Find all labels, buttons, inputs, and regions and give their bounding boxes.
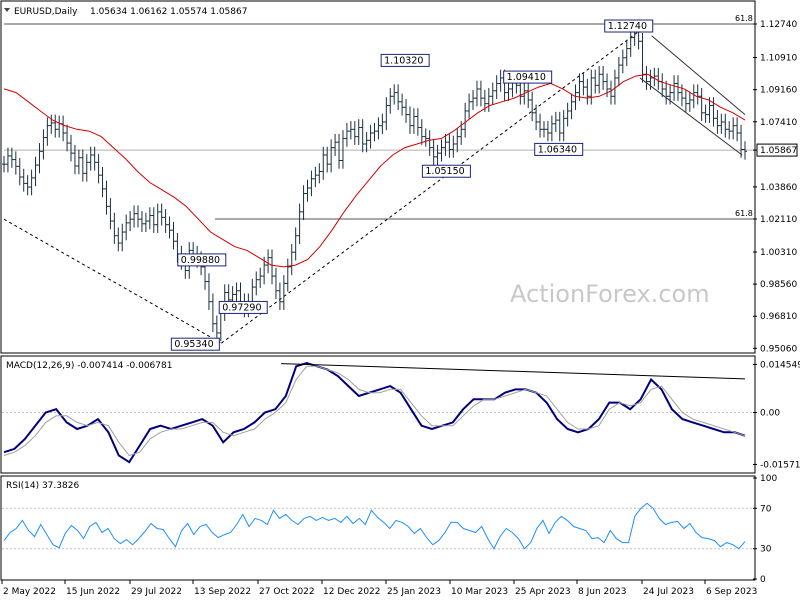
date-tick-label: 8 Jun 2023 xyxy=(578,587,626,597)
price-layer: 61.8 61.8 0.95340 0.99880 0.97290 1.10320 1.05… xyxy=(2,14,754,351)
price-tick-label: 1.03860 xyxy=(760,183,797,193)
price-annotation-label: 1.06340 xyxy=(538,144,577,155)
macd-panel xyxy=(0,355,756,474)
date-tick-label: 13 Sep 2022 xyxy=(194,587,251,597)
date-tick-label: 10 Mar 2023 xyxy=(451,587,508,597)
rsi-layer xyxy=(2,502,754,550)
rsi-tick-label: 70 xyxy=(760,504,772,514)
price-annotation-label: 1.05150 xyxy=(425,166,464,177)
ohlc-label: 1.05634 1.06162 1.05574 1.05867 xyxy=(90,7,247,17)
rsi-tick-label: 0 xyxy=(760,575,766,585)
fib-level-label: 61.8 xyxy=(735,14,753,23)
axis-layer: 1.12740 1.10910 1.09160 1.07410 1.05867 1.038… xyxy=(1,20,800,597)
macd-line xyxy=(3,361,746,464)
price-tick-label: 1.05867 xyxy=(760,146,797,156)
symbol-label: EURUSD,Daily xyxy=(14,7,78,17)
price-annotation-label: 0.97290 xyxy=(222,302,261,313)
price-annotation-box xyxy=(604,19,654,33)
macd-header-label: MACD(12,26,9) -0.007414 -0.006781 xyxy=(6,361,172,371)
price-tick-label: 1.02110 xyxy=(760,215,797,225)
rsi-tick-label: 30 xyxy=(760,545,772,555)
price-annotation-box xyxy=(380,53,430,67)
rsi-tick-label: 100 xyxy=(760,474,777,484)
macd-tick-label: 0.014549 xyxy=(760,360,800,370)
date-tick-label: 6 Sep 2023 xyxy=(706,587,757,597)
date-tick-label: 12 Dec 2022 xyxy=(323,587,381,597)
date-tick-label: 27 Oct 2022 xyxy=(259,587,315,597)
moving-average-line xyxy=(3,73,746,268)
price-annotation-box xyxy=(177,253,227,267)
price-tick-label: 0.95060 xyxy=(760,344,797,354)
price-tick-label: 1.10910 xyxy=(760,54,797,64)
price-tick-label: 1.00310 xyxy=(760,248,797,258)
price-annotation-box xyxy=(503,70,553,84)
macd-tick-label: -0.015712 xyxy=(760,460,800,470)
date-tick-label: 25 Apr 2023 xyxy=(515,587,571,597)
watermark: ActionForex.com xyxy=(510,280,710,308)
date-tick-label: 25 Jan 2023 xyxy=(387,587,441,597)
macd-signal-line xyxy=(3,365,746,457)
price-annotation-box xyxy=(534,142,584,156)
price-annotation-box xyxy=(218,300,268,314)
price-annotation-label: 0.95340 xyxy=(174,339,213,350)
price-tick-label: 0.98560 xyxy=(760,280,797,290)
date-tick-label: 2 May 2022 xyxy=(3,587,56,597)
price-annotation-box xyxy=(421,164,471,178)
price-tick-label: 1.07410 xyxy=(760,118,797,128)
current-price-box xyxy=(756,143,798,157)
price-annotation-box xyxy=(170,337,220,351)
price-panel xyxy=(0,0,756,354)
macd-layer xyxy=(2,361,754,464)
price-annotation-label: 0.99880 xyxy=(181,255,220,266)
price-annotation-label: 1.10320 xyxy=(384,55,423,66)
fib-level-label: 61.8 xyxy=(735,209,753,218)
rsi-header-label: RSI(14) 37.3826 xyxy=(6,481,79,491)
macd-trendline xyxy=(281,363,746,380)
uptrend-dashed-line xyxy=(221,23,650,344)
rsi-panel xyxy=(0,475,756,581)
price-tick-label: 1.09160 xyxy=(760,86,797,96)
price-tick-label: 0.96810 xyxy=(760,312,797,322)
date-tick-label: 15 Jun 2022 xyxy=(66,587,120,597)
rsi-line xyxy=(3,502,746,550)
macd-tick-label: 0.00 xyxy=(760,409,780,419)
date-tick-label: 24 Jul 2023 xyxy=(643,587,694,597)
price-annotation-label: 1.12740 xyxy=(608,21,647,32)
price-annotation-label: 1.09410 xyxy=(507,72,546,83)
price-tick-label: 1.12740 xyxy=(760,20,797,30)
channel-lower-line xyxy=(639,77,743,156)
channel-upper-line xyxy=(651,35,746,116)
date-tick-label: 29 Jul 2022 xyxy=(131,587,182,597)
symbol-marker-icon xyxy=(4,8,10,12)
